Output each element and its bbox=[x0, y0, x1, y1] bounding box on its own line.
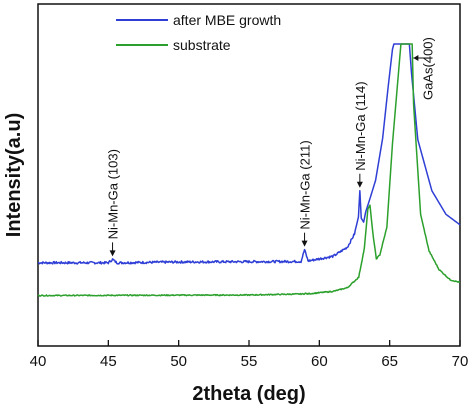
x-tick-label-60: 60 bbox=[311, 353, 328, 370]
annotation-arrowhead-ni-mn-ga-103 bbox=[109, 250, 116, 257]
annotation-ni-mn-ga-114: Ni-Mn-Ga (114) bbox=[353, 81, 368, 170]
annotations-layer: Ni-Mn-Ga (103) Ni-Mn-Ga (211) Ni-Mn-Ga (11… bbox=[106, 37, 435, 257]
x-tick-label-55: 55 bbox=[241, 353, 258, 370]
series-line-after-mbe-growth bbox=[37, 43, 461, 265]
legend-label-substrate: substrate bbox=[173, 37, 231, 53]
annotation-ni-mn-ga-103: Ni-Mn-Ga (103) bbox=[106, 149, 121, 239]
x-axis-title: 2theta (deg) bbox=[192, 383, 305, 405]
annotation-arrowhead-gaas-400 bbox=[413, 55, 419, 61]
x-axis-ticks: 40 45 50 55 60 65 70 bbox=[30, 340, 469, 370]
annotation-arrowhead-ni-mn-ga-114 bbox=[356, 181, 363, 188]
y-axis-title: Intensity(a.u) bbox=[3, 113, 25, 237]
x-tick-label-70: 70 bbox=[452, 353, 469, 370]
series-line-substrate bbox=[37, 43, 461, 297]
annotation-arrowhead-ni-mn-ga-211 bbox=[301, 240, 308, 247]
annotation-ni-mn-ga-211: Ni-Mn-Ga (211) bbox=[298, 140, 313, 229]
legend-label-after-mbe-growth: after MBE growth bbox=[173, 12, 281, 28]
legend: after MBE growth substrate bbox=[116, 12, 281, 53]
x-tick-label-45: 45 bbox=[100, 353, 117, 370]
annotation-gaas-400: GaAs(400) bbox=[420, 37, 435, 100]
series-layer bbox=[37, 43, 461, 297]
x-tick-label-65: 65 bbox=[381, 353, 398, 370]
x-tick-label-40: 40 bbox=[30, 353, 47, 370]
x-tick-label-50: 50 bbox=[170, 353, 187, 370]
